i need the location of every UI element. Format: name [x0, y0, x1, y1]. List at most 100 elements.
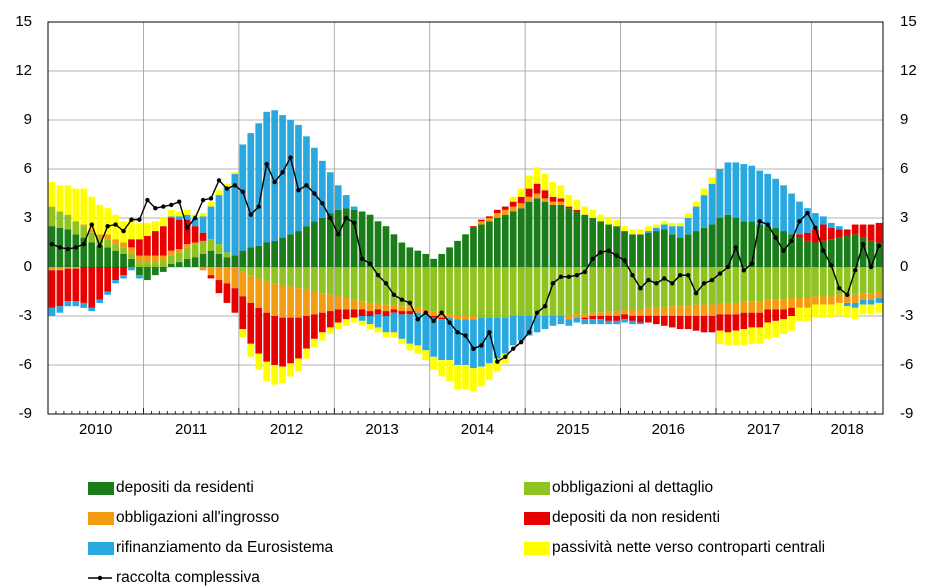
bar-segment: [820, 304, 827, 318]
bar-segment: [247, 133, 255, 248]
bar-segment: [835, 302, 843, 316]
bar-segment: [255, 267, 263, 279]
bar-segment: [629, 316, 636, 321]
bar-segment: [509, 211, 517, 267]
y-tick-label: 15: [15, 13, 32, 30]
bar-segment: [223, 283, 231, 303]
bar-segment: [295, 124, 302, 232]
bar-segment: [772, 178, 779, 228]
line-point: [288, 155, 293, 160]
bar-segment: [470, 319, 477, 369]
bar-segment: [366, 324, 374, 330]
bar-segment: [541, 316, 549, 330]
bar-segment: [501, 206, 509, 210]
line-point: [89, 222, 94, 227]
bar-segment: [199, 267, 207, 271]
line-point: [129, 217, 134, 222]
line-point: [431, 318, 436, 324]
bar-segment: [239, 144, 247, 251]
bar-segment: [804, 240, 811, 267]
bar-segment: [660, 267, 668, 308]
bar-segment: [263, 267, 271, 282]
line-point: [256, 204, 261, 209]
bar-segment: [104, 234, 111, 240]
legend-swatch: [88, 512, 114, 525]
bar-segment: [136, 262, 143, 267]
line-point: [296, 188, 301, 193]
bar-segment: [358, 267, 366, 302]
line-point: [153, 206, 158, 211]
bar-segment: [788, 234, 795, 267]
bar-segment: [271, 316, 278, 365]
bar-segment: [199, 213, 207, 217]
bar-segment: [509, 316, 517, 346]
bar-segment: [398, 311, 406, 315]
bar-segment: [827, 304, 835, 318]
bar-segment: [621, 319, 628, 323]
bar-segment: [517, 316, 525, 341]
bar-segment: [788, 307, 795, 316]
bar-segment: [144, 222, 151, 236]
bar-segment: [589, 218, 597, 267]
bar-segment: [311, 291, 318, 315]
bar-segment: [104, 208, 111, 235]
bar-segment: [80, 226, 88, 238]
line-point: [407, 300, 413, 306]
line-point: [240, 189, 246, 195]
bar-segment: [422, 253, 430, 267]
bar-segment: [684, 213, 692, 218]
bar-segment: [478, 366, 485, 387]
bar-segment: [780, 185, 787, 232]
x-tick-label: 2011: [175, 421, 207, 438]
bar-segment: [414, 345, 422, 354]
legend-label: obbligazioni al dettaglio: [552, 479, 713, 496]
bar-segment: [780, 267, 787, 300]
bar-segment: [128, 247, 135, 254]
bar-segment: [136, 275, 143, 279]
bar-segment: [287, 286, 294, 318]
bar-segment: [827, 227, 835, 240]
bar-segment: [732, 162, 740, 218]
bar-segment: [517, 196, 525, 204]
bar-segment: [756, 170, 764, 225]
bar-segment: [167, 250, 175, 256]
line-point: [614, 253, 619, 258]
bar-segment: [493, 213, 501, 218]
bar-segment: [501, 209, 509, 215]
bar-segment: [708, 316, 716, 333]
bar-segment: [716, 169, 724, 218]
bar-segment: [653, 227, 660, 232]
bar-segment: [486, 216, 493, 218]
bar-segment: [867, 299, 875, 305]
bar-segment: [152, 262, 159, 267]
bar-segment: [263, 111, 271, 243]
bar-segment: [493, 209, 501, 214]
bar-segment: [104, 247, 111, 267]
bar-segment: [772, 227, 779, 267]
bar-segment: [708, 177, 716, 184]
bar-segment: [812, 304, 819, 318]
bar-segment: [350, 309, 358, 318]
bar-segment: [175, 249, 183, 253]
legend: depositi da residenti obbligazioni al det…: [88, 479, 825, 586]
bar-segment: [56, 211, 64, 228]
bar-segment: [191, 244, 199, 258]
bar-segment: [120, 267, 127, 276]
line-point: [383, 281, 389, 286]
bar-segment: [549, 316, 557, 326]
bar-segment: [557, 185, 565, 199]
bar-segment: [48, 206, 56, 227]
legend-swatch: [88, 542, 114, 555]
bar-segment: [557, 201, 565, 205]
bar-segment: [470, 267, 477, 316]
bar-segment: [851, 294, 859, 303]
bar-segment: [645, 232, 652, 267]
line-point: [852, 268, 858, 273]
bar-segment: [438, 319, 445, 361]
bar-segment: [279, 317, 286, 367]
bar-segment: [215, 190, 223, 196]
line-point: [685, 272, 691, 278]
bar-segment: [788, 298, 795, 308]
bar-segment: [700, 227, 708, 267]
bar-segment: [748, 312, 756, 328]
